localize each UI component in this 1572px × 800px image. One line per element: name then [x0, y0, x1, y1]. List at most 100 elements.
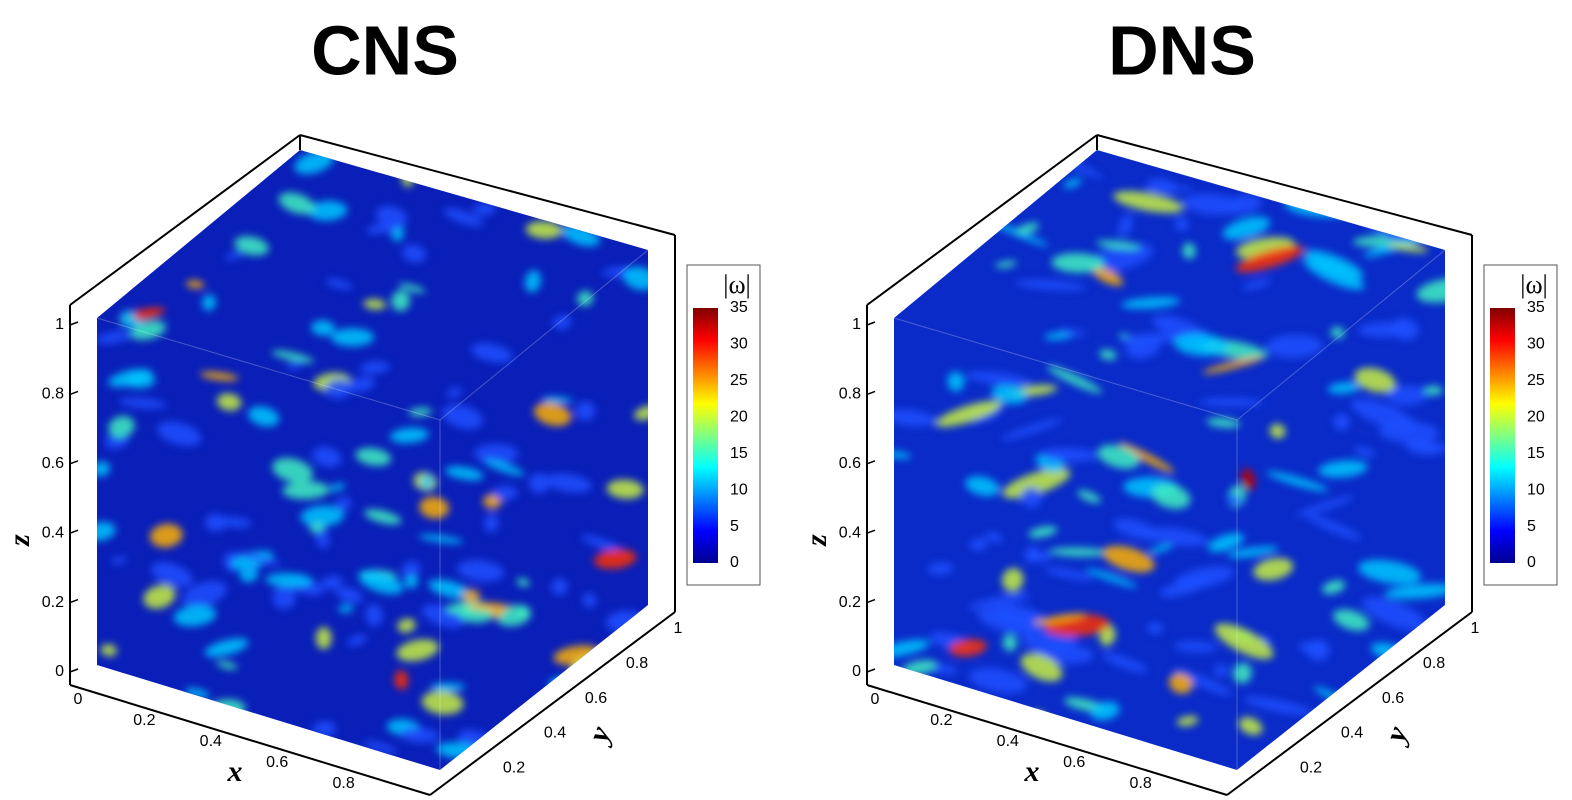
vortex: [969, 667, 1027, 694]
vortex: [1015, 279, 1087, 291]
vortex: [1233, 662, 1252, 684]
vortex: [529, 472, 550, 494]
vortex: [421, 690, 464, 715]
vortex: [901, 228, 914, 238]
vortex: [483, 459, 525, 476]
x-tick-label: 0.2: [930, 712, 952, 729]
vortex: [143, 584, 176, 609]
vortex: [330, 328, 375, 347]
vortex: [1424, 385, 1443, 396]
vortex: [473, 443, 519, 464]
vortex: [1044, 331, 1074, 340]
panel: DNS 0 0.2 0.4 0.6 0.8 1 z 0 0.2 0.4 0.6 0.8 x 0.2 0.4 0.…: [800, 11, 1558, 796]
panel-title: CNS: [311, 11, 459, 89]
z-tick-label: 0.2: [42, 594, 64, 611]
vortex: [894, 451, 912, 459]
x-tick-label: 0: [74, 691, 83, 708]
vortex: [965, 476, 1000, 496]
vortex: [1168, 672, 1193, 694]
vortex: [420, 474, 434, 489]
vortex: [1227, 546, 1279, 558]
vortex: [1354, 446, 1375, 458]
vortex: [1020, 653, 1063, 682]
vortex: [1298, 641, 1327, 653]
vortex: [1147, 527, 1208, 547]
vortex: [100, 195, 133, 215]
y-tick-label: 0.4: [544, 725, 566, 742]
colorbar-tick-label: 0: [730, 554, 739, 571]
z-tick: [69, 460, 79, 465]
vortex: [1265, 334, 1323, 358]
vortex: [521, 153, 556, 171]
vortex: [947, 371, 965, 392]
vortex: [1113, 191, 1184, 213]
vortex: [358, 570, 404, 595]
vortex: [467, 602, 511, 611]
vortex: [1235, 245, 1305, 273]
vortex: [1063, 178, 1082, 189]
x-tick-label: 0.6: [1063, 754, 1085, 771]
vortex: [157, 421, 202, 447]
z-tick: [69, 390, 79, 396]
vortex: [230, 550, 274, 570]
vortex: [138, 176, 172, 189]
vortex: [1001, 418, 1063, 440]
vortex: [216, 393, 242, 411]
y-tick-label: 1: [674, 620, 683, 637]
axis-line: [299, 134, 676, 236]
vortex: [98, 176, 118, 184]
vortex: [100, 644, 118, 657]
vortex: [1306, 514, 1363, 541]
vortex: [398, 283, 426, 293]
axis-line: [69, 134, 301, 306]
vortex: [1059, 328, 1087, 337]
vortex: [307, 200, 348, 221]
vortex: [1002, 568, 1024, 592]
vortex: [359, 361, 390, 374]
colorbar-tick-label: 35: [730, 299, 748, 316]
vortex: [968, 593, 1031, 610]
vortex: [97, 461, 110, 477]
vortex: [1031, 613, 1087, 625]
vortex: [329, 483, 346, 492]
vortex: [430, 682, 466, 692]
axis-line: [866, 134, 1098, 306]
vortex: [1113, 518, 1160, 541]
axis-line: [429, 611, 676, 796]
colorbar-tick-label: 20: [730, 409, 748, 426]
vortex: [396, 639, 439, 662]
cube: [894, 150, 1445, 770]
cube-edge: [893, 249, 1446, 421]
vortex: [1102, 545, 1155, 573]
vortex: [1240, 468, 1256, 491]
axis-line: [866, 684, 1228, 796]
vortex: [312, 446, 342, 468]
vortex: [965, 371, 1030, 386]
z-tick: [69, 598, 79, 604]
vortex: [1214, 623, 1274, 660]
vortex: [551, 578, 568, 596]
cube: [97, 150, 648, 770]
vortex: [1327, 382, 1360, 394]
vortex: [948, 737, 973, 762]
vortex: [428, 579, 471, 599]
colorbar-tick-label: 35: [1527, 299, 1545, 316]
x-tick-label: 0.2: [133, 712, 155, 729]
vortex: [442, 404, 483, 430]
vortex: [927, 562, 954, 576]
vortex: [1411, 695, 1434, 711]
vortex: [985, 532, 1004, 543]
vortex: [492, 485, 518, 501]
z-tick-label: 1: [852, 316, 861, 333]
vortex: [115, 171, 145, 193]
vortex: [446, 387, 463, 398]
vortex: [1386, 385, 1428, 406]
vortex: [363, 740, 398, 754]
vortex: [347, 634, 367, 646]
vortex: [457, 559, 505, 582]
x-tick-label: 0.6: [266, 754, 288, 771]
vortex: [517, 605, 530, 618]
vortex: [108, 415, 135, 438]
colorbar-tick-label: 20: [1527, 409, 1545, 426]
vortex: [1174, 641, 1217, 653]
